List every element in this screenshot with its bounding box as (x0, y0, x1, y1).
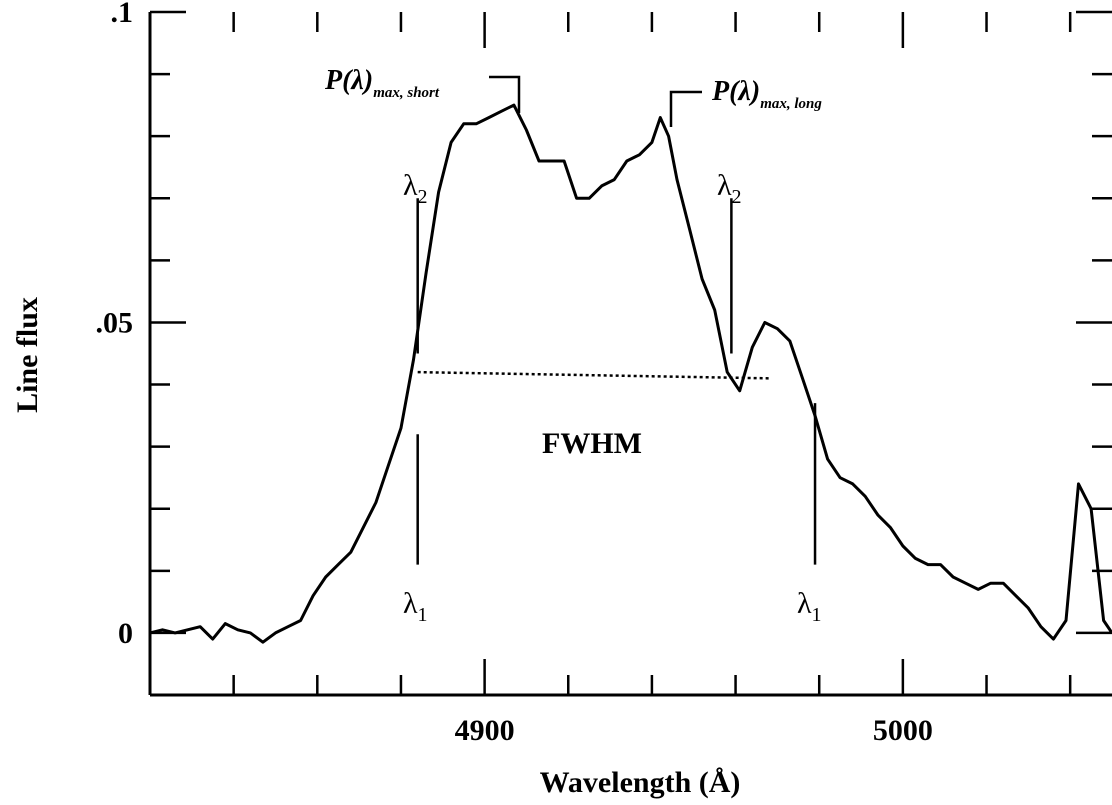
peak-long-label: P(λ)max, long (711, 76, 822, 112)
lambda2-left-label: λ2 (403, 169, 428, 208)
lambda-symbol: λ (403, 587, 418, 620)
fwhm-label: FWHM (542, 427, 642, 460)
x-axis-title: Wavelength (Å) (540, 766, 741, 799)
lambda1-right-label: λ1 (797, 587, 822, 626)
y-axis-title: Line flux (11, 297, 44, 413)
peak-long-main: P(λ) (711, 76, 760, 107)
lambda-symbol: λ (797, 587, 812, 620)
peak-long-sub: max, long (760, 96, 822, 112)
series-line (149, 103, 1112, 644)
peak-short-label: P(λ)max, short (324, 65, 440, 101)
fwhm-dotted-line (417, 370, 770, 380)
peak-long-leader (669, 90, 702, 127)
x-tick-label: 5000 (873, 714, 933, 747)
axis-ticks (148, 10, 1112, 695)
lambda2-subscript: 2 (418, 186, 428, 208)
peak-short-sub: max, short (373, 85, 440, 101)
x-tick-label: 4900 (455, 714, 515, 747)
y-tick-label: 0 (118, 617, 133, 650)
lambda2-right-label: λ2 (717, 169, 742, 208)
lambda1-subscript: 1 (418, 604, 428, 626)
y-tick-label: .1 (111, 0, 134, 29)
tick-labels: 4900 5000 0 .05 .1 (96, 0, 933, 747)
lambda-symbol: λ (717, 169, 732, 202)
peak-short-main: P(λ) (324, 65, 373, 96)
peak-short-leader (489, 75, 521, 113)
lambda-symbol: λ (403, 169, 418, 202)
lambda1-subscript: 1 (812, 604, 822, 626)
lambda1-left-label: λ1 (403, 587, 428, 626)
lambda-markers (416, 198, 817, 565)
lambda2-subscript: 2 (732, 186, 742, 208)
y-tick-label: .05 (96, 306, 134, 339)
